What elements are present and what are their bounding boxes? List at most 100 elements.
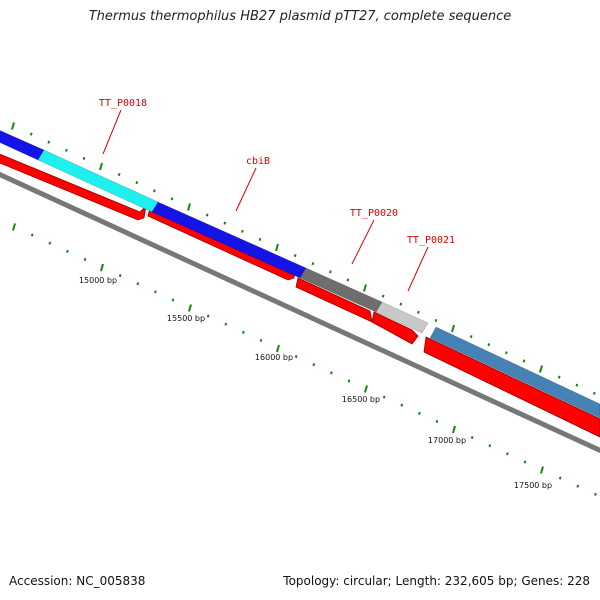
- label-leader-line: [102, 109, 122, 155]
- minor-tick-mark: [117, 173, 121, 177]
- position-label: 17500 bp: [514, 481, 552, 490]
- minor-tick-mark: [83, 257, 87, 261]
- reverse-gene-arrow[interactable]: [423, 336, 600, 438]
- minor-tick-mark: [259, 338, 263, 342]
- label-leader-line: [351, 219, 375, 265]
- minor-tick-mark: [171, 298, 175, 302]
- minor-tick-mark: [29, 132, 33, 136]
- minor-tick-mark: [399, 302, 403, 306]
- minor-tick-mark: [170, 197, 174, 201]
- minor-tick-mark: [593, 391, 596, 395]
- minor-tick-mark: [48, 241, 52, 245]
- major-tick-mark: [451, 324, 455, 333]
- minor-tick-mark: [294, 355, 298, 359]
- gene-band-cbiB[interactable]: [151, 201, 307, 279]
- major-tick-mark: [540, 466, 544, 474]
- minor-tick-mark: [66, 249, 69, 253]
- gene-label-TT_P0020: TT_P0020: [350, 208, 398, 219]
- reverse-strand-features: [0, 150, 600, 438]
- forward-gene-band[interactable]: [429, 326, 600, 419]
- forward-gene-band[interactable]: [0, 126, 45, 161]
- major-tick-mark: [539, 365, 543, 373]
- gene-label-leaders: [102, 109, 429, 292]
- minor-tick-mark: [434, 318, 438, 322]
- accession-label: Accession: NC_005838: [9, 574, 146, 588]
- minor-tick-mark: [558, 476, 562, 480]
- sequence-summary: Topology: circular; Length: 232,605 bp; …: [283, 574, 590, 588]
- gene-label-TT_P0021: TT_P0021: [407, 235, 455, 246]
- major-tick-mark: [11, 122, 15, 130]
- position-label: 16000 bp: [255, 353, 293, 362]
- minor-tick-mark: [470, 436, 474, 440]
- minor-tick-mark: [312, 363, 316, 367]
- minor-tick-mark: [487, 343, 491, 347]
- minor-tick-mark: [136, 282, 140, 286]
- minor-tick-mark: [205, 213, 209, 217]
- position-label: 16500 bp: [342, 395, 380, 404]
- gene-labels: TT_P0018 cbiB TT_P0020 TT_P0021: [99, 98, 455, 246]
- minor-tick-mark: [575, 383, 579, 387]
- major-tick-mark: [363, 284, 367, 292]
- reverse-gene-arrow[interactable]: [371, 311, 419, 345]
- minor-tick-mark: [382, 395, 386, 399]
- minor-tick-mark: [522, 359, 526, 363]
- gene-band-TT_P0021[interactable]: [375, 301, 429, 334]
- minor-tick-mark: [381, 294, 385, 298]
- minor-tick-mark: [594, 492, 597, 496]
- label-leader-line: [235, 167, 257, 212]
- minor-tick-mark: [505, 351, 508, 355]
- minor-tick-mark: [506, 452, 509, 456]
- major-tick-mark: [275, 243, 279, 252]
- minor-tick-mark: [488, 444, 492, 448]
- major-tick-mark: [188, 304, 192, 312]
- minor-tick-mark: [417, 310, 420, 314]
- major-tick-mark: [187, 203, 191, 211]
- major-tick-mark: [99, 162, 103, 171]
- minor-tick-mark: [47, 140, 51, 144]
- minor-tick-mark: [557, 375, 561, 379]
- minor-tick-mark: [241, 229, 244, 233]
- position-label: 15500 bp: [167, 314, 205, 323]
- major-tick-mark: [12, 223, 16, 231]
- outer-tick-marks: [11, 122, 596, 395]
- minor-tick-mark: [400, 403, 404, 407]
- minor-tick-mark: [293, 254, 297, 258]
- position-label: 15000 bp: [79, 276, 117, 285]
- minor-tick-mark: [242, 330, 245, 334]
- minor-tick-mark: [65, 148, 68, 152]
- inner-tick-marks: [12, 223, 597, 496]
- minor-tick-mark: [153, 189, 156, 193]
- minor-tick-mark: [311, 262, 315, 266]
- minor-tick-mark: [206, 314, 210, 318]
- minor-tick-mark: [118, 274, 122, 278]
- gene-label-TT_P0018: TT_P0018: [99, 98, 147, 109]
- minor-tick-mark: [576, 484, 580, 488]
- minor-tick-mark: [154, 290, 157, 294]
- position-label: 17000 bp: [428, 436, 466, 445]
- minor-tick-mark: [330, 371, 333, 375]
- major-tick-mark: [100, 263, 104, 272]
- position-labels: 15000 bp 15500 bp 16000 bp 16500 bp 1700…: [79, 276, 552, 490]
- major-tick-mark: [364, 385, 368, 393]
- map-title: Thermus thermophilus HB27 plasmid pTT27,…: [88, 9, 512, 24]
- major-tick-mark: [452, 425, 456, 434]
- minor-tick-mark: [523, 460, 527, 464]
- minor-tick-mark: [30, 233, 34, 237]
- forward-strand-features: [0, 126, 600, 419]
- minor-tick-mark: [329, 270, 332, 274]
- minor-tick-mark: [469, 335, 473, 339]
- minor-tick-mark: [82, 156, 86, 160]
- label-leader-line: [407, 246, 429, 292]
- minor-tick-mark: [435, 419, 439, 423]
- minor-tick-mark: [223, 221, 227, 225]
- major-tick-mark: [276, 344, 280, 353]
- gene-label-cbiB: cbiB: [246, 156, 270, 167]
- sequence-backbone: [0, 171, 600, 454]
- minor-tick-mark: [258, 237, 262, 241]
- minor-tick-mark: [347, 379, 351, 383]
- minor-tick-mark: [346, 278, 350, 282]
- reverse-gene-arrow[interactable]: [0, 150, 147, 221]
- minor-tick-mark: [135, 181, 139, 185]
